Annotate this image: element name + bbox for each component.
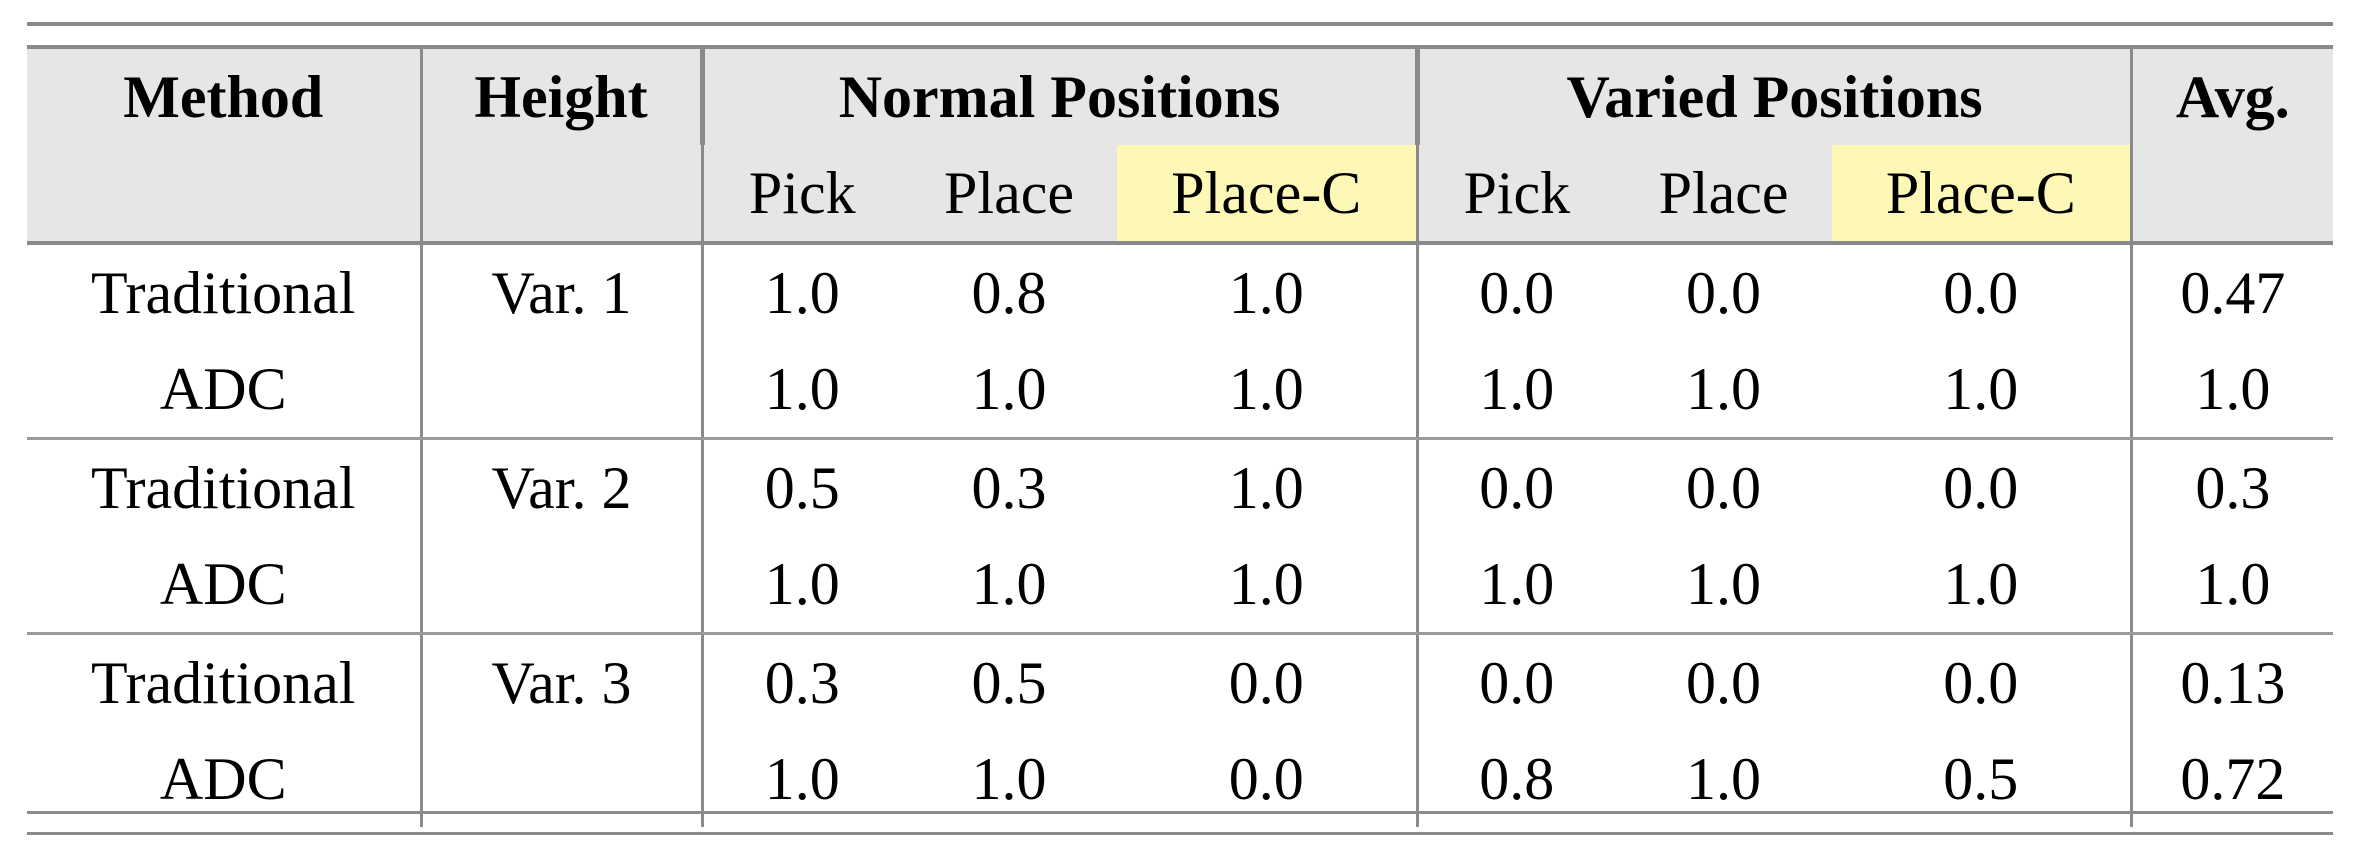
value-cell: 1.0: [1228, 260, 1304, 326]
subheader-empty: [419, 145, 702, 243]
value-cell: 1.0: [1832, 536, 2132, 635]
value-cell: 0.0: [1943, 455, 2019, 521]
value-cell: 1.0: [1615, 341, 1833, 440]
avg-cell: 1.0: [2129, 536, 2334, 635]
value-cell: 0.0: [1686, 260, 1762, 326]
value-cell: 0.0: [1228, 746, 1304, 812]
subheader-empty: [2129, 145, 2334, 243]
value-cell: 0.0: [1228, 650, 1304, 716]
method-cell: ADC: [159, 746, 287, 812]
method-cell: ADC: [27, 536, 421, 635]
value-cell: 1.0: [1832, 341, 2132, 440]
subheader-varied-place-c: Place-C: [1832, 145, 2132, 243]
avg-cell: 0.13: [2129, 633, 2334, 731]
height-cell: Var. 1: [419, 243, 702, 341]
value-cell: 1.0: [700, 243, 901, 341]
method-cell: Traditional: [91, 260, 356, 326]
subheader-varied-place: Place: [1615, 145, 1833, 243]
header-avg: Avg.: [2129, 47, 2334, 145]
height-cell: Var. 3: [419, 633, 702, 731]
value-cell: 1.0: [1615, 536, 1833, 635]
header-method: Method: [27, 47, 421, 145]
header-height: Height: [419, 47, 702, 145]
value-cell: 1.0: [901, 341, 1117, 440]
value-cell: 0.0: [1415, 243, 1616, 341]
table-row: ADC 1.0 1.0 1.0 1.0 1.0 1.0 1.0: [27, 341, 2334, 440]
value-cell: 0.5: [700, 438, 901, 536]
value-cell: 0.0: [1943, 650, 2019, 716]
method-cell: Traditional: [91, 455, 356, 521]
subheader-normal-place: Place: [901, 145, 1117, 243]
value-cell: 1.0: [1415, 341, 1616, 440]
results-table: Method Height Normal Positions Varied Po…: [27, 45, 2334, 827]
method-cell: Traditional: [91, 650, 356, 716]
value-cell: 1.0: [1686, 746, 1762, 812]
subheader-row: Pick Place Place-C Pick Place Place-C: [27, 145, 2334, 243]
header-row: Method Height Normal Positions Varied Po…: [27, 47, 2334, 145]
top-rule: [27, 22, 2333, 26]
subheader-normal-pick: Pick: [700, 145, 901, 243]
value-cell: 0.3: [971, 455, 1047, 521]
value-cell: 0.0: [1686, 650, 1762, 716]
value-cell: 0.0: [1686, 455, 1762, 521]
bottom-rule: [27, 832, 2333, 835]
bottom-rule: [27, 811, 2333, 814]
value-cell: 1.0: [1117, 341, 1418, 440]
subheader-varied-pick: Pick: [1415, 145, 1616, 243]
value-cell: 1.0: [1415, 536, 1616, 635]
value-cell: 0.8: [971, 260, 1047, 326]
header-normal-positions: Normal Positions: [699, 47, 1418, 145]
value-cell: 0.0: [1943, 260, 2019, 326]
avg-cell: 0.47: [2129, 243, 2334, 341]
value-cell: 0.0: [1415, 438, 1616, 536]
value-cell: 0.5: [971, 650, 1047, 716]
header-varied-positions: Varied Positions: [1414, 47, 2132, 145]
value-cell: 1.0: [1228, 455, 1304, 521]
height-cell: [419, 341, 702, 440]
value-cell: 1.0: [1117, 536, 1418, 635]
avg-cell: 0.3: [2129, 438, 2334, 536]
subheader-empty: [27, 145, 421, 243]
value-cell: 0.3: [700, 633, 901, 731]
value-cell: 1.0: [700, 536, 901, 635]
value-cell: 1.0: [971, 746, 1047, 812]
value-cell: 0.0: [1415, 633, 1616, 731]
table-row: Traditional Var. 2 0.5 0.3 1.0 0.0 0.0 0.0 0.3: [27, 438, 2334, 536]
method-cell: ADC: [27, 341, 421, 440]
value-cell: 1.0: [700, 341, 901, 440]
height-cell: Var. 2: [419, 438, 702, 536]
avg-cell: 1.0: [2129, 341, 2334, 440]
value-cell: 0.5: [1943, 746, 2019, 812]
value-cell: 1.0: [901, 536, 1117, 635]
table-row: ADC 1.0 1.0 1.0 1.0 1.0 1.0 1.0: [27, 536, 2334, 635]
table-row: Traditional Var. 1 1.0 0.8 1.0 0.0 0.0 0.0 0.47: [27, 243, 2334, 341]
subheader-normal-place-c: Place-C: [1117, 145, 1418, 243]
height-cell: [419, 536, 702, 635]
table-row: Traditional Var. 3 0.3 0.5 0.0 0.0 0.0 0.0 0.13: [27, 633, 2334, 731]
